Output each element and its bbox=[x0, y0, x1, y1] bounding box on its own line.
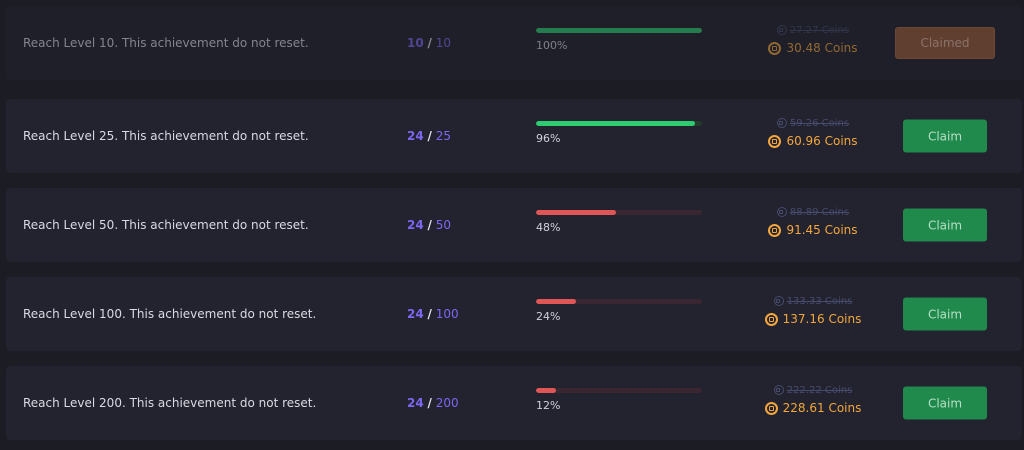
achievement-row-level-25: Reach Level 25. This achievement do not … bbox=[6, 99, 1022, 173]
achievement-count: 24 / 50 bbox=[407, 218, 451, 232]
progress-percent: 12% bbox=[536, 399, 561, 412]
progress-percent: 100% bbox=[536, 39, 568, 52]
count-current: 24 bbox=[407, 129, 424, 143]
count-separator: / bbox=[427, 36, 432, 50]
achievement-count: 10 / 10 bbox=[407, 36, 451, 50]
count-total: 200 bbox=[435, 396, 459, 410]
progress-fill bbox=[536, 299, 576, 304]
reward-block: 133.33 Coins 137.16 Coins bbox=[748, 291, 878, 330]
progress-block: 24% bbox=[536, 299, 706, 323]
claim-button[interactable]: Claim bbox=[903, 208, 987, 242]
new-reward-amount: 60.96 Coins bbox=[786, 134, 858, 148]
claim-button[interactable]: Claim bbox=[903, 297, 987, 331]
progress-track bbox=[536, 299, 702, 304]
progress-block: 48% bbox=[536, 210, 706, 234]
achievement-description: Reach Level 100. This achievement do not… bbox=[23, 307, 317, 321]
coin-icon bbox=[768, 223, 782, 237]
new-reward: 137.16 Coins bbox=[764, 312, 862, 326]
achievement-row-level-10: Reach Level 10. This achievement do not … bbox=[6, 6, 1022, 80]
count-separator: / bbox=[427, 396, 432, 410]
coin-icon bbox=[773, 296, 784, 306]
new-reward: 30.48 Coins bbox=[768, 41, 858, 55]
count-separator: / bbox=[427, 218, 432, 232]
count-current: 10 bbox=[407, 36, 424, 50]
reward-block: 59.26 Coins 60.96 Coins bbox=[748, 113, 878, 152]
achievement-row-level-100: Reach Level 100. This achievement do not… bbox=[6, 277, 1022, 351]
achievement-description: Reach Level 200. This achievement do not… bbox=[23, 396, 317, 410]
coin-icon bbox=[764, 401, 778, 415]
reward-block: 88.89 Coins 91.45 Coins bbox=[748, 202, 878, 241]
count-total: 100 bbox=[435, 307, 459, 321]
progress-track bbox=[536, 121, 702, 126]
progress-track bbox=[536, 210, 702, 215]
count-total: 25 bbox=[435, 129, 452, 143]
coin-icon bbox=[776, 118, 787, 128]
new-reward: 60.96 Coins bbox=[768, 134, 858, 148]
old-reward: 27.27 Coins bbox=[776, 24, 850, 36]
claimed-button[interactable]: Claimed bbox=[895, 27, 995, 59]
old-reward: 222.22 Coins bbox=[773, 384, 853, 396]
progress-block: 96% bbox=[536, 121, 706, 145]
reward-block: 27.27 Coins 30.48 Coins bbox=[748, 20, 878, 59]
progress-fill bbox=[536, 210, 616, 215]
achievement-count: 24 / 100 bbox=[407, 307, 459, 321]
new-reward-amount: 30.48 Coins bbox=[786, 41, 858, 55]
coin-icon bbox=[768, 41, 782, 55]
claim-button[interactable]: Claim bbox=[903, 119, 987, 153]
old-reward-amount: 59.26 Coins bbox=[789, 117, 850, 129]
progress-track bbox=[536, 388, 702, 393]
old-reward: 133.33 Coins bbox=[773, 295, 853, 307]
old-reward: 59.26 Coins bbox=[776, 117, 850, 129]
progress-block: 100% bbox=[536, 28, 706, 52]
new-reward-amount: 228.61 Coins bbox=[782, 401, 862, 415]
count-total: 50 bbox=[435, 218, 452, 232]
progress-percent: 48% bbox=[536, 221, 561, 234]
count-separator: / bbox=[427, 307, 432, 321]
new-reward-amount: 91.45 Coins bbox=[786, 223, 858, 237]
achievement-description: Reach Level 10. This achievement do not … bbox=[23, 36, 309, 50]
count-current: 24 bbox=[407, 396, 424, 410]
progress-percent: 24% bbox=[536, 310, 561, 323]
progress-fill bbox=[536, 121, 696, 126]
old-reward-amount: 88.89 Coins bbox=[789, 206, 850, 218]
new-reward-amount: 137.16 Coins bbox=[782, 312, 862, 326]
achievement-count: 24 / 25 bbox=[407, 129, 451, 143]
coin-icon bbox=[768, 134, 782, 148]
achievement-description: Reach Level 50. This achievement do not … bbox=[23, 218, 309, 232]
achievement-row-level-50: Reach Level 50. This achievement do not … bbox=[6, 188, 1022, 262]
coin-icon bbox=[764, 312, 778, 326]
progress-fill bbox=[536, 28, 702, 33]
achievement-row-level-200: Reach Level 200. This achievement do not… bbox=[6, 366, 1022, 440]
coin-icon bbox=[776, 207, 787, 217]
new-reward: 228.61 Coins bbox=[764, 401, 862, 415]
old-reward-amount: 133.33 Coins bbox=[786, 295, 853, 307]
new-reward: 91.45 Coins bbox=[768, 223, 858, 237]
reward-block: 222.22 Coins 228.61 Coins bbox=[748, 380, 878, 419]
claim-button[interactable]: Claim bbox=[903, 386, 987, 420]
count-total: 10 bbox=[435, 36, 452, 50]
achievement-description: Reach Level 25. This achievement do not … bbox=[23, 129, 309, 143]
progress-block: 12% bbox=[536, 388, 706, 412]
coin-icon bbox=[776, 25, 787, 35]
progress-fill bbox=[536, 388, 556, 393]
count-current: 24 bbox=[407, 218, 424, 232]
count-separator: / bbox=[427, 129, 432, 143]
old-reward-amount: 27.27 Coins bbox=[789, 24, 850, 36]
progress-percent: 96% bbox=[536, 132, 561, 145]
old-reward: 88.89 Coins bbox=[776, 206, 850, 218]
coin-icon bbox=[773, 385, 784, 395]
old-reward-amount: 222.22 Coins bbox=[786, 384, 853, 396]
count-current: 24 bbox=[407, 307, 424, 321]
achievement-count: 24 / 200 bbox=[407, 396, 459, 410]
progress-track bbox=[536, 28, 702, 33]
